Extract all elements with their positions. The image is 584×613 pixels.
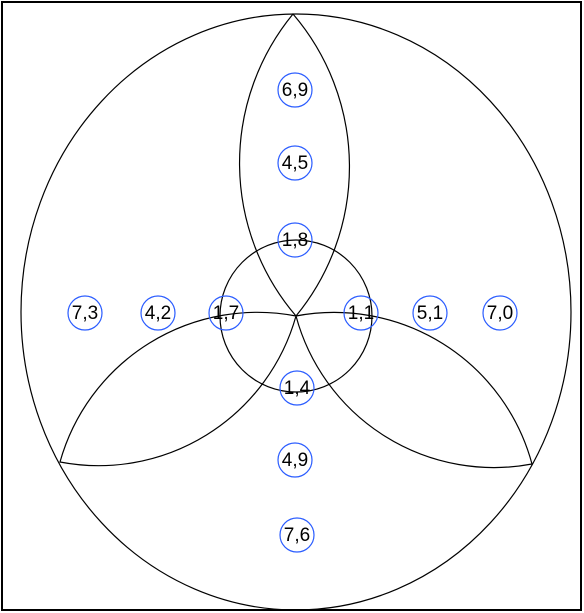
- label: 1,4: [284, 378, 311, 399]
- label-ring: [412, 295, 448, 331]
- label: 5,1: [417, 303, 443, 324]
- label-ring: [279, 370, 315, 406]
- label: 1,7: [213, 303, 239, 324]
- label-ring: [277, 222, 313, 258]
- label-ring: [279, 517, 315, 553]
- labels: 6,9 4,5 1,8 7,3 4,2 1,7 1,1 5,1 7,0 1,4 4,9 7,6: [67, 72, 518, 553]
- label: 4,9: [282, 450, 308, 471]
- label: 1,8: [282, 230, 308, 251]
- label-ring: [208, 295, 244, 331]
- label: 7,0: [487, 303, 513, 324]
- label-ring: [277, 442, 313, 478]
- label: 4,2: [145, 303, 171, 324]
- label-ring: [343, 295, 379, 331]
- label: 7,3: [72, 303, 98, 324]
- label-ring: [67, 295, 103, 331]
- label: 6,9: [282, 80, 308, 101]
- outer-ellipse: [20, 13, 572, 611]
- right-lens: [295, 311, 533, 469]
- label-ring: [277, 72, 313, 108]
- label-ring: [482, 295, 518, 331]
- label-ring: [277, 145, 313, 181]
- label-ring: [140, 295, 176, 331]
- label: 1,1: [348, 303, 374, 324]
- label: 4,5: [282, 153, 308, 174]
- label: 7,6: [284, 525, 310, 546]
